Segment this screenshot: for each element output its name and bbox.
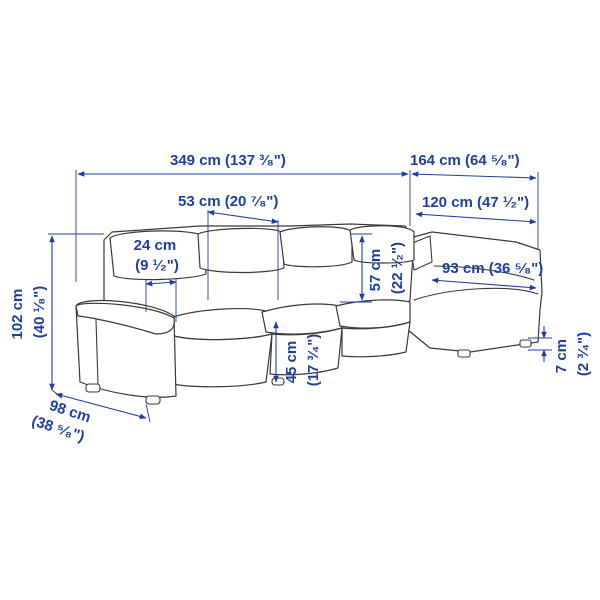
dimension-labels: 349 cm (137 ³⁄₈") 164 cm (64 ⁵⁄₈") 120 c… [9, 152, 592, 446]
seat-front-1 [171, 333, 273, 388]
headrest-2 [197, 227, 285, 274]
chaise-depth-label: 93 cm (36 ⁵⁄₈") [442, 260, 543, 277]
total-height-label: 102 cm (40 ¹⁄₈") [9, 284, 48, 339]
chaise-inner-line [415, 211, 537, 225]
seat-cushion-2 [261, 303, 343, 335]
seat-cushion-3 [335, 299, 411, 329]
armrest-seam [95, 319, 99, 385]
chaise-width-label: 164 cm (64 ⁵⁄₈") [410, 152, 520, 169]
left-armrest-top [75, 302, 175, 335]
chaise-leg-back [519, 339, 532, 348]
seat-width-label: 53 cm (20 ⁷⁄₈") [178, 193, 278, 210]
front-left-leg [85, 383, 101, 393]
seat-front-3 [341, 321, 411, 358]
headrest-3 [279, 226, 353, 268]
arm-width-line [145, 279, 177, 287]
seat-back-height-label: 57 cm (22 ¹⁄₂") [367, 242, 406, 294]
dimension-lines [48, 170, 552, 423]
sofa-illustration [75, 223, 543, 405]
headrest-1 [109, 230, 207, 281]
arm-width-label: 24 cm (9 ¹⁄₂") [134, 237, 181, 274]
chaise-width-line [411, 171, 537, 181]
total-width-label: 349 cm (137 ³⁄₈") [170, 152, 286, 169]
seat-width-line [207, 210, 279, 224]
front-leg [145, 395, 161, 405]
chaise-inner-label: 120 cm (47 ¹⁄₂") [422, 194, 529, 211]
chaise-leg [457, 349, 471, 358]
depth-label: 98 cm (38 ⁵⁄₈") [29, 393, 96, 446]
chaise-depth-line [431, 277, 537, 291]
seat-front-2 [269, 327, 343, 376]
depth-line [55, 392, 147, 420]
seat-height-label: 45 cm (17 ³⁄₄") [283, 334, 322, 387]
leg-height-label: 7 cm (2 ³⁄₄") [553, 332, 592, 376]
seat-cushion-1 [169, 308, 273, 341]
chaise-longue [403, 231, 543, 353]
